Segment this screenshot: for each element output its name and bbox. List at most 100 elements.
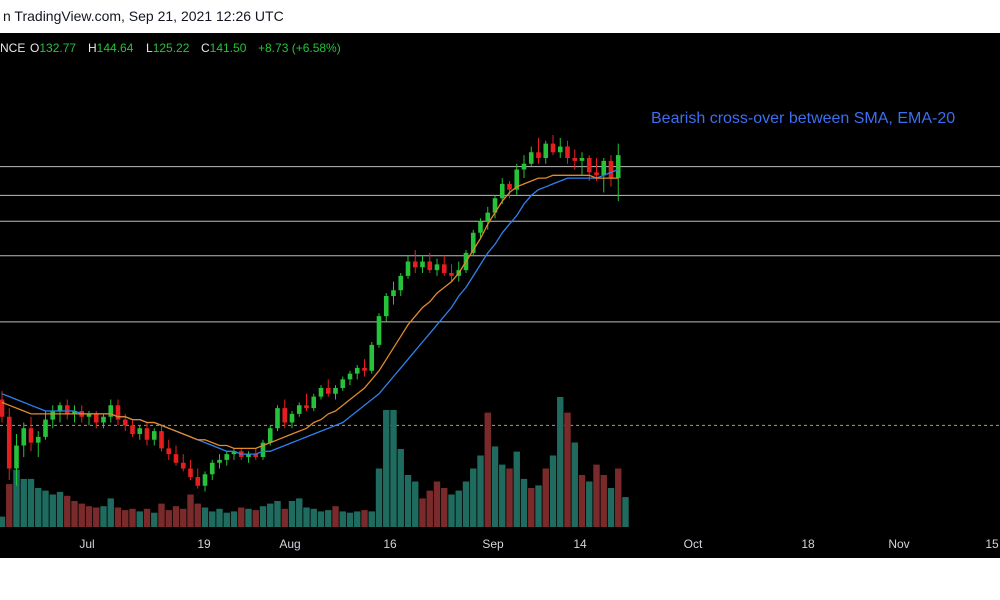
candle-body (173, 454, 179, 463)
candle-body (420, 261, 425, 268)
volume-bar (571, 442, 578, 527)
candle-body (93, 413, 99, 423)
close-label: C (201, 41, 210, 55)
header-bar: n TradingView.com, Sep 21, 2021 12:26 UT… (0, 0, 1000, 34)
volume-bar (339, 511, 346, 527)
volume-bar (201, 507, 209, 527)
candle-body (398, 275, 404, 291)
candle-body (28, 428, 34, 443)
volume-bar (470, 468, 477, 527)
candle-body (543, 143, 549, 158)
volume-bar (143, 508, 151, 527)
candle-body (615, 155, 621, 179)
volume-bar (332, 506, 339, 527)
volume-bar (172, 506, 180, 527)
volume-bar (238, 507, 245, 527)
volume-bar (107, 498, 114, 527)
volume-bar (600, 475, 607, 527)
volume-bar (397, 449, 404, 527)
volume-bar (230, 511, 238, 527)
candle-body (325, 388, 331, 394)
volume-bar (288, 501, 296, 527)
change-value: +8.73 (+6.58%) (258, 41, 341, 55)
x-tick-label: Nov (888, 537, 909, 551)
candle-body (449, 273, 454, 276)
candle-body (289, 413, 295, 423)
volume-bar (325, 510, 332, 527)
candle-body (536, 152, 541, 158)
volume-bar (607, 488, 615, 527)
volume-bar (528, 488, 535, 527)
candle-body (224, 454, 230, 460)
candle-body (0, 399, 5, 417)
volume-bar (158, 503, 165, 527)
candle-body (72, 411, 77, 414)
candle-body (304, 405, 309, 409)
candle-body (579, 158, 585, 161)
candle-body (550, 143, 556, 153)
candle-body (188, 468, 193, 478)
candle-body (275, 408, 280, 429)
volume-bar (259, 506, 267, 527)
volume-bar (114, 507, 122, 527)
volume-bar (100, 506, 107, 527)
candle-body (159, 431, 164, 449)
candle-body (347, 373, 353, 380)
candle-body (572, 158, 578, 161)
candle-body (50, 411, 56, 420)
x-tick-label: Jul (79, 537, 94, 551)
volume-bar (578, 475, 586, 527)
volume-bar (404, 475, 412, 527)
candle-body (296, 405, 302, 414)
volume-bar (433, 481, 441, 527)
volume-bar (412, 481, 419, 527)
volume-bar (549, 455, 557, 527)
volume-bar (281, 508, 288, 527)
candle-body (362, 367, 367, 371)
candle-body (14, 445, 19, 469)
volume-bar (491, 446, 499, 527)
candle-body (311, 396, 317, 409)
volume-bar (223, 512, 230, 527)
candle-body (499, 183, 505, 199)
volume-bar (252, 510, 259, 527)
volume-bar (354, 511, 361, 527)
candle-body (144, 428, 150, 440)
candle-body (253, 454, 259, 457)
candle-body (528, 152, 534, 164)
source-timestamp: n TradingView.com, Sep 21, 2021 12:26 UT… (3, 8, 284, 24)
candle-body (180, 462, 186, 469)
candle-body (108, 405, 114, 417)
volume-bar (383, 410, 390, 527)
x-tick-label: Oct (684, 537, 703, 551)
candle-body (318, 388, 324, 397)
volume-bar (484, 412, 491, 527)
candle-body (166, 448, 172, 455)
candle-body (137, 428, 143, 434)
candle-body (246, 454, 251, 457)
candle-body (267, 428, 273, 443)
price-chart[interactable]: NCE O132.77 H144.64 L125.22 C141.50 +8.7… (0, 33, 1000, 558)
x-tick-label: 19 (197, 537, 211, 551)
volume-bar (455, 490, 462, 527)
candle-body (282, 408, 288, 423)
candle-body (441, 264, 447, 273)
volume-bar (78, 503, 85, 527)
candle-body (64, 405, 70, 414)
candle-body (376, 316, 382, 345)
volume-bar (194, 503, 201, 527)
volume-bar (593, 464, 600, 527)
volume-bar (506, 468, 513, 527)
volume-bar (303, 507, 310, 527)
candle-body (86, 413, 92, 417)
candle-body (601, 160, 607, 176)
candle-body (594, 172, 599, 176)
high-label: H (88, 41, 97, 55)
volume-bar (216, 508, 223, 527)
candle-body (478, 221, 483, 233)
candle-body (202, 474, 208, 486)
volume-bar (129, 508, 136, 527)
candle-body (333, 388, 338, 394)
footer-bar (0, 558, 1000, 600)
candle-body (195, 477, 201, 486)
